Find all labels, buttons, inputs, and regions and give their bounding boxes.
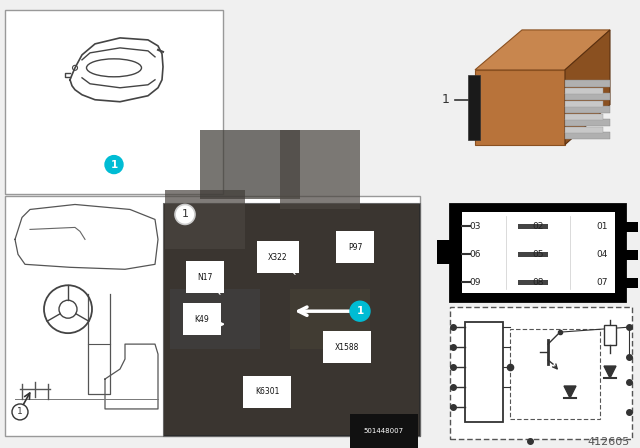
Text: 06: 06 [469,250,481,259]
Bar [565,101,603,107]
Text: 03: 03 [469,222,481,231]
Text: X322: X322 [268,253,288,262]
Bar [200,129,300,199]
Text: K6301: K6301 [255,388,279,396]
Bar [510,329,600,419]
Text: 09: 09 [469,278,481,287]
Text: 501448007: 501448007 [364,428,404,434]
Polygon shape [564,386,576,398]
Bar [625,222,638,233]
Bar [565,93,610,100]
Bar [518,280,548,285]
Text: 05: 05 [532,250,544,259]
Text: 08: 08 [532,278,544,287]
Bar [625,278,638,288]
Text: N17: N17 [197,273,212,282]
Text: X1588: X1588 [335,343,359,352]
Bar [5,197,420,436]
Circle shape [12,404,28,420]
Text: 1: 1 [17,407,23,417]
Bar [518,224,548,229]
Bar [565,132,610,138]
Bar [170,289,260,349]
Text: 1: 1 [442,93,450,106]
Bar [320,239,380,289]
Bar [604,325,616,345]
Bar [462,212,615,293]
Bar [163,203,420,436]
Text: 1: 1 [110,159,118,170]
Bar [280,129,360,210]
Polygon shape [565,30,610,145]
Polygon shape [604,366,616,378]
Text: 1: 1 [356,306,364,316]
Text: 02: 02 [532,222,544,231]
Polygon shape [475,30,610,70]
Bar [164,204,419,435]
Bar [625,250,638,260]
Text: 04: 04 [596,250,608,259]
Circle shape [350,301,370,321]
Bar [565,88,603,94]
Bar [565,114,603,120]
Polygon shape [475,70,565,145]
Bar [565,80,610,87]
Bar [468,75,480,140]
Circle shape [105,155,123,173]
Text: 1: 1 [182,210,189,220]
Bar [565,106,610,113]
Bar [565,119,610,126]
Bar [5,10,223,194]
Circle shape [175,204,195,224]
Bar [518,252,548,257]
Text: 07: 07 [596,278,608,287]
Bar [165,190,245,250]
Bar [290,289,370,349]
Bar [450,204,625,301]
Bar [465,322,503,422]
Text: K49: K49 [195,314,209,323]
Bar [437,241,450,264]
Text: P97: P97 [348,243,362,252]
Text: 412605: 412605 [588,437,630,447]
Bar [565,127,603,133]
Text: 01: 01 [596,222,608,231]
Bar [450,307,632,439]
